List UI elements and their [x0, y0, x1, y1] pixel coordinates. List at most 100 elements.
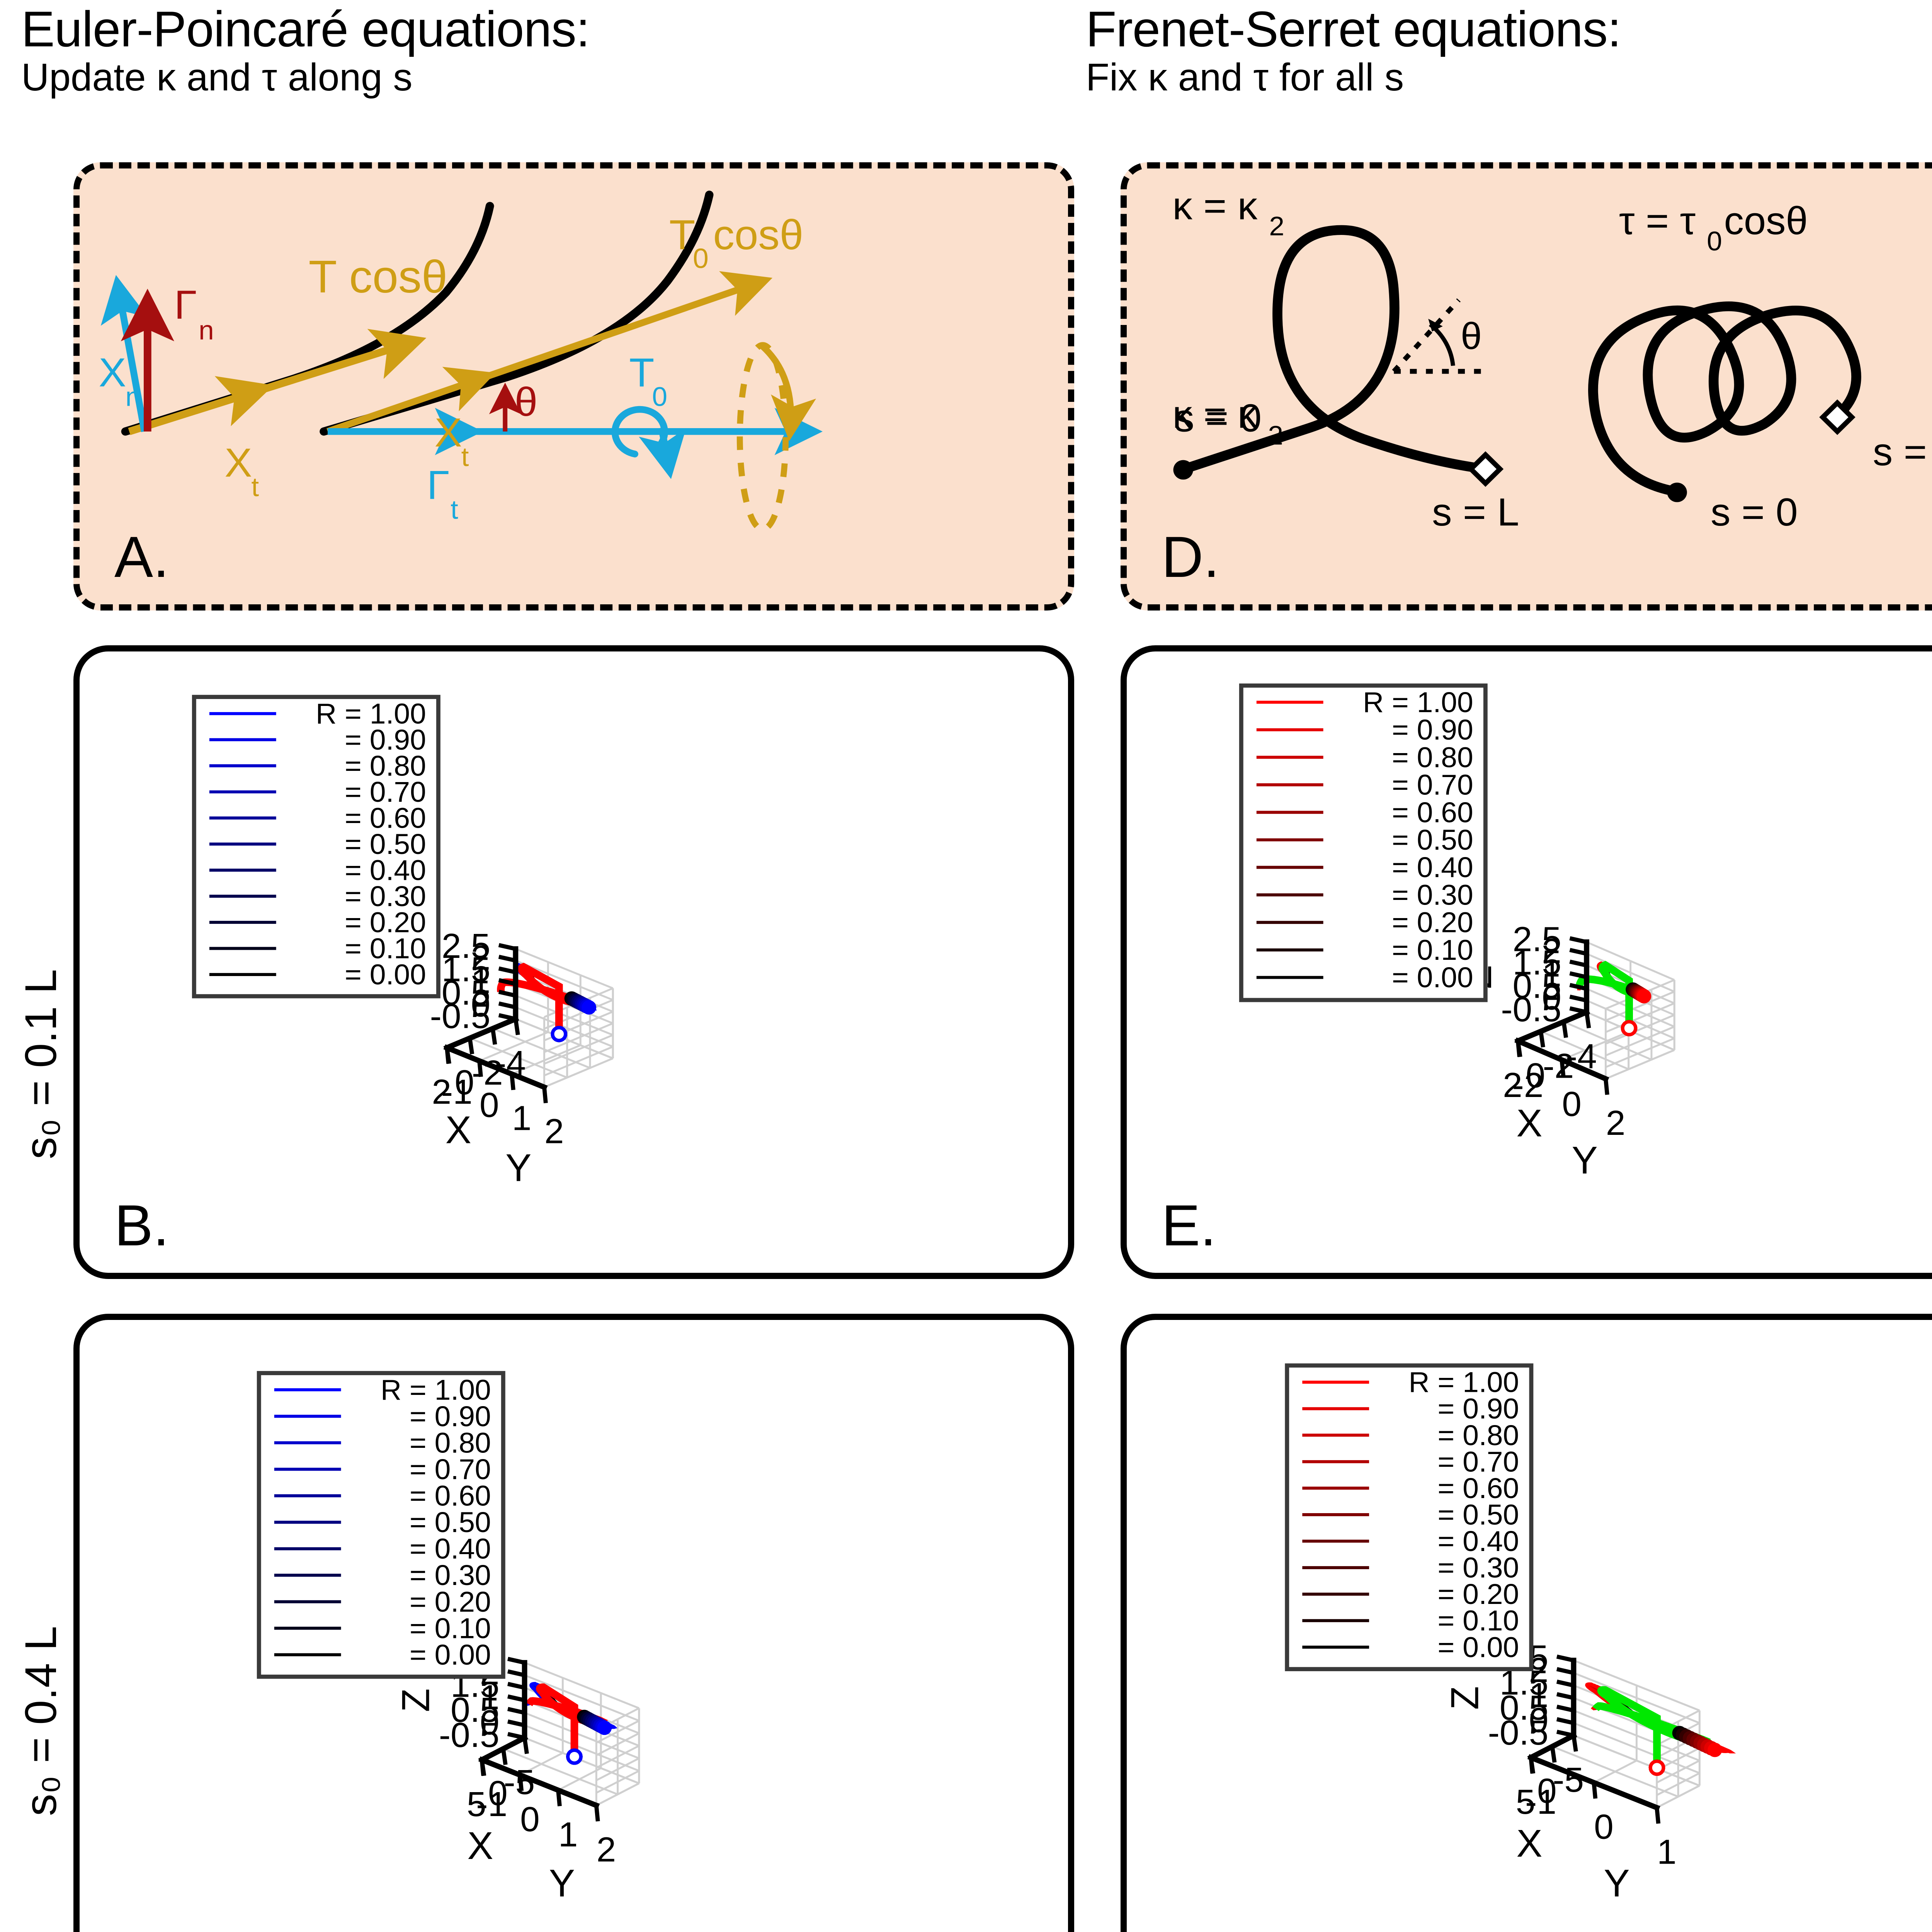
tau-equation-post: cosθ [1724, 199, 1808, 243]
legend-label: = 0.90 [345, 723, 426, 756]
s-zero-left-label: s = 0 [1174, 396, 1262, 440]
legend-label: = 0.40 [1392, 851, 1473, 883]
legend-label: = 0.90 [1438, 1392, 1519, 1425]
x-axis-label: X [467, 1824, 493, 1867]
plot-legend: R = 1.00= 0.90= 0.80= 0.70= 0.60= 0.50= … [1239, 683, 1488, 1002]
legend-label: = 0.80 [410, 1427, 491, 1459]
coiled-filament-right [1588, 301, 1861, 502]
curve-start-marker [551, 1026, 568, 1043]
legend-label: = 0.40 [1438, 1525, 1519, 1557]
y-axis-label: Y [1604, 1862, 1630, 1905]
chi-t-right-label: Χ [435, 410, 462, 455]
panel-letter-e: E. [1162, 1193, 1216, 1258]
y-axis-label: Y [1572, 1139, 1598, 1182]
panel-letter-f: F. [1162, 1927, 1207, 1932]
legend-label: = 0.90 [410, 1400, 491, 1432]
gamma-t-label: Γ [427, 463, 450, 508]
z-axis-label: Z [1443, 1686, 1486, 1710]
tau-equation-sub: 0 [1707, 226, 1722, 256]
kappa-equation: κ = κ [1173, 393, 1258, 436]
legend-box [1239, 683, 1488, 1002]
legend-label: = 0.00 [410, 1638, 491, 1671]
curve-mid-marker [1708, 1743, 1722, 1757]
s-L-left-label: s = L [1432, 490, 1519, 534]
legend-label: = 0.60 [1392, 796, 1473, 828]
legend-label: = 0.80 [345, 750, 426, 782]
legend-label: = 0.10 [345, 932, 426, 964]
y-tick-label: 2 [544, 1112, 564, 1151]
tau0-costheta-sub: 0 [693, 243, 709, 274]
curve-start-marker [566, 1748, 583, 1765]
s-L-marker-left [1467, 451, 1504, 487]
panel-a-schematic: Γ n Χ n Χ t Τ cosθ Χ t θ Γ t Τ 0 Τ 0 cos… [73, 162, 1074, 611]
s-zero-marker-right [1667, 482, 1687, 502]
y-tick-label: -1 [441, 1073, 473, 1112]
legend-label: = 0.00 [345, 958, 426, 991]
x-tick-label: 5 [467, 1785, 486, 1824]
z-tick-label: 0 [471, 985, 491, 1024]
legend-label: R = 1.00 [1363, 686, 1473, 718]
row-label-s0-0-4L: s₀ = 0.4 L [16, 1626, 66, 1816]
legend-label: = 0.20 [1438, 1578, 1519, 1610]
legend-label: = 0.80 [1392, 741, 1473, 774]
panel-d-schematic: θ κ = κ 2 κ = κ 2 s = 0 s = L τ = τ 0 co… [1121, 162, 1932, 611]
tau0-label: Τ [629, 350, 654, 395]
y-axis-label: Y [505, 1146, 531, 1190]
legend-label: = 0.20 [1392, 906, 1473, 939]
legend-label: = 0.00 [1392, 961, 1473, 993]
chi-t-right-sub: t [461, 442, 469, 472]
gamma-t-sub: t [451, 494, 458, 524]
legend-box [1285, 1363, 1534, 1672]
legend-label: = 0.10 [410, 1612, 491, 1645]
x-tick-label: -4 [1566, 1037, 1597, 1076]
s-L-right-label: s = L [1873, 430, 1932, 474]
panel-letter-a: A. [114, 524, 169, 589]
theta-label-d: θ [1461, 315, 1482, 357]
legend-label: R = 1.00 [381, 1373, 491, 1406]
curve-start-marker [1621, 1020, 1638, 1036]
chi-t-left-sub: t [251, 471, 259, 502]
reference-filament [1592, 1686, 1711, 1768]
z-tick-label: 2.5 [1513, 920, 1561, 959]
plot-curves [497, 962, 597, 1043]
plot-curves [1585, 1682, 1736, 1776]
z-tick-label: 2 [471, 939, 491, 978]
z-tick-label: 0 [1542, 978, 1561, 1017]
z-tick-label: 1 [1529, 1676, 1549, 1715]
y-tick-label: 0 [1562, 1085, 1582, 1124]
theta-angle-indicator-left [1392, 298, 1482, 374]
kappa-eq-top: κ = κ [1173, 184, 1258, 228]
curve-mid-marker [1636, 989, 1651, 1003]
rotation-ellipse-gold [736, 342, 816, 532]
z-tick-label: 1.5 [1513, 943, 1561, 982]
plot-legend: R = 1.00= 0.90= 0.80= 0.70= 0.60= 0.50= … [192, 695, 440, 998]
y-tick-label: 2 [597, 1830, 616, 1869]
legend-label: = 0.60 [410, 1480, 491, 1512]
panel-letter-b: B. [114, 1193, 169, 1258]
legend-label: = 0.30 [345, 880, 426, 912]
y-tick-label: -1 [1525, 1782, 1556, 1821]
z-tick-label: 1 [1542, 955, 1561, 994]
legend-label: = 0.40 [345, 854, 426, 886]
x-axis-label: X [446, 1109, 471, 1152]
z-tick-label: 0 [1529, 1701, 1549, 1740]
kappa-equation-sub: 2 [1268, 420, 1283, 450]
y-tick-label: 0 [1594, 1808, 1614, 1847]
z-tick-label: -0.5 [1488, 1713, 1549, 1752]
panel-letter-c: C. [114, 1927, 172, 1932]
x-tick-label: -5 [1553, 1760, 1584, 1799]
legend-label: = 0.30 [410, 1559, 491, 1591]
legend-label: = 0.40 [410, 1532, 491, 1565]
legend-label: = 0.50 [1438, 1498, 1519, 1531]
y-tick-label: 0 [480, 1086, 499, 1125]
legend-label: = 0.70 [345, 776, 426, 808]
gamma-n-sub: n [199, 315, 214, 345]
legend-label: = 0.30 [1392, 879, 1473, 911]
legend-label: = 0.70 [1438, 1446, 1519, 1478]
curve-mid-marker [597, 1720, 612, 1735]
